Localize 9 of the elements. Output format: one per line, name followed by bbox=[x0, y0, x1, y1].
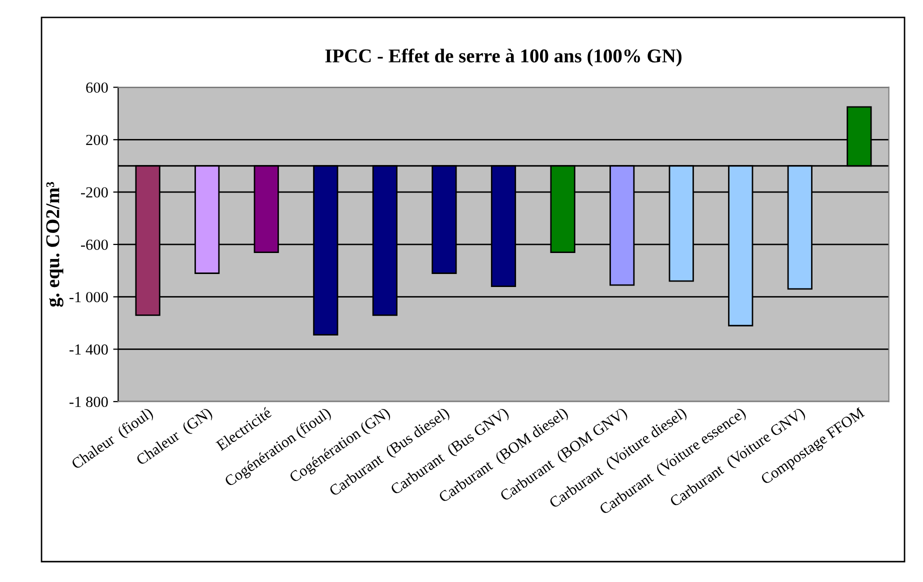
y-tick-label: 200 bbox=[86, 134, 108, 146]
y-tick-label: -1 000 bbox=[70, 292, 108, 302]
y-tick-label: -600 bbox=[80, 240, 108, 250]
y-tick-label: 600 bbox=[86, 82, 108, 93]
y-axis-title: g. equ. CO2/m³ bbox=[46, 182, 64, 307]
y-tick-label: -200 bbox=[80, 187, 108, 198]
y-tick-label: -1 400 bbox=[70, 344, 108, 355]
chart-title: IPCC - Effet de serre à 100 ans (100% GN) bbox=[325, 48, 682, 66]
y-tick-label: -1 800 bbox=[70, 396, 108, 408]
